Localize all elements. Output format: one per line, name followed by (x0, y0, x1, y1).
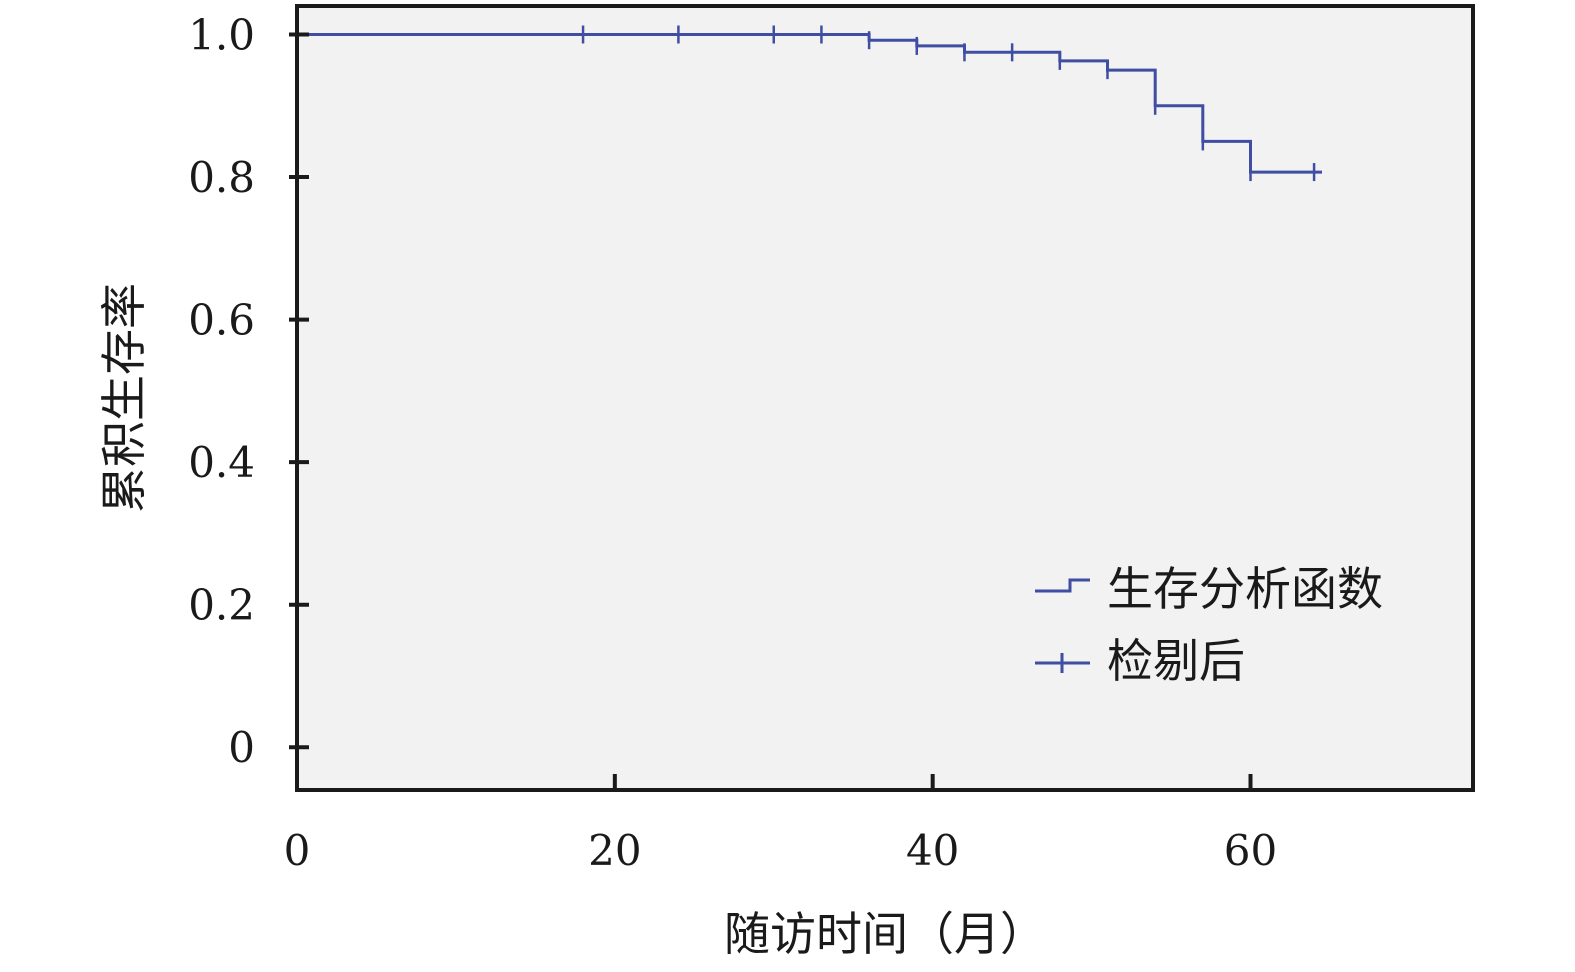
plot-frame (295, 4, 1475, 792)
x-axis: 0 20 40 60 (284, 774, 1277, 875)
x-tick-label: 20 (588, 826, 641, 875)
y-tick-label: 0 (228, 723, 255, 772)
y-tick-label: 0.4 (188, 438, 255, 487)
x-tick-label: 0 (284, 826, 311, 875)
legend-step-marker (1035, 578, 1090, 593)
x-tick-label: 60 (1224, 826, 1277, 875)
legend-label-censored: 检剔后 (1107, 634, 1245, 688)
y-tick-label: 0.8 (188, 153, 255, 202)
y-tick-label: 0.6 (188, 296, 255, 345)
y-tick-label: 0.2 (188, 581, 255, 630)
legend-label-survival-function: 生存分析函数 (1107, 562, 1383, 616)
y-axis: 0 0.2 0.4 0.6 0.8 1.0 (188, 11, 309, 772)
x-axis-title: 随访时间（月） (724, 907, 1046, 961)
y-axis-title: 累积生存率 (97, 283, 151, 513)
x-tick-label: 40 (906, 826, 959, 875)
plot-background (297, 6, 1473, 790)
survival-step-line (297, 33, 1322, 174)
legend: 生存分析函数 检剔后 (1035, 562, 1383, 688)
y-tick-label: 1.0 (188, 11, 255, 60)
series-layer (297, 25, 1322, 182)
